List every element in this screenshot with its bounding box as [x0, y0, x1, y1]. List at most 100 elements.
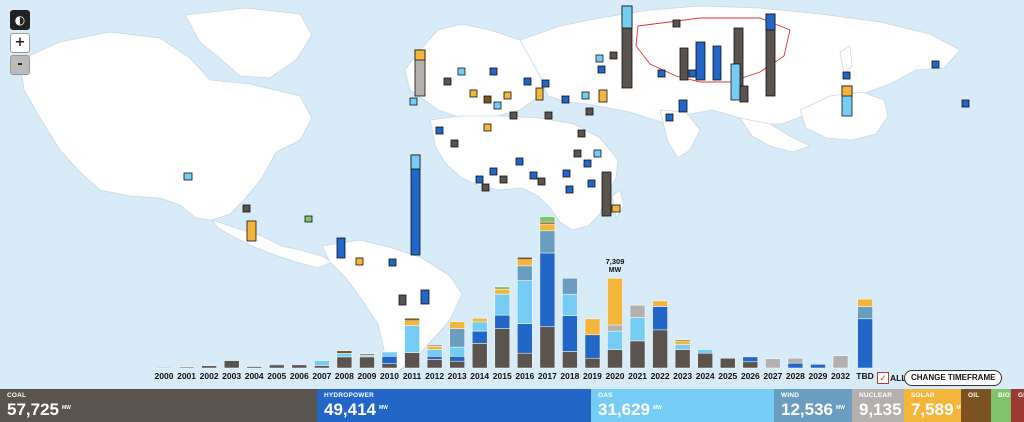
bar-bio-2017[interactable]	[539, 216, 556, 223]
year-tick-2007[interactable]: 2007	[312, 371, 332, 381]
bar-oil-2011[interactable]	[404, 317, 420, 321]
year-tick-2022[interactable]: 2022	[650, 371, 670, 381]
year-tick-2016[interactable]: 2016	[515, 371, 535, 381]
bar-oil-2016[interactable]	[517, 256, 533, 260]
year-tick-2005[interactable]: 2005	[267, 371, 287, 381]
year-tick-2012[interactable]: 2012	[425, 371, 445, 381]
bar-oil-2017[interactable]	[539, 221, 556, 225]
bar-wind-2018[interactable]	[562, 277, 578, 295]
bar-coal-2017[interactable]	[539, 326, 556, 369]
bar-solar-2016[interactable]	[517, 259, 533, 267]
bar-hydropower-2026[interactable]	[742, 356, 759, 363]
bar-gas-2016[interactable]	[517, 280, 533, 324]
legend-geo[interactable]: GE	[1011, 389, 1024, 422]
year-tick-TBD[interactable]: TBD	[856, 371, 874, 381]
bar-hydropower-2029[interactable]	[810, 364, 826, 369]
bar-solar-2015[interactable]	[494, 288, 511, 295]
bar-oil-2023[interactable]	[674, 339, 691, 342]
year-tick-2025[interactable]: 2025	[718, 371, 738, 381]
year-tick-2029[interactable]: 2029	[808, 371, 828, 381]
bar-gas-2008[interactable]	[336, 352, 353, 358]
bar-solar-2020[interactable]	[607, 277, 623, 326]
bar-hydropower-2015[interactable]	[494, 314, 511, 329]
bar-coal-2016[interactable]	[517, 352, 533, 369]
bar-gas-2007[interactable]	[314, 360, 330, 366]
bar-hydropower-2016[interactable]	[517, 323, 533, 354]
bar-hydropower-2004[interactable]	[246, 365, 262, 367]
bar-oil-2008[interactable]	[336, 350, 353, 354]
legend-bio[interactable]: BIO	[991, 389, 1011, 422]
globe-icon[interactable]: ◐	[10, 10, 30, 30]
year-tick-2020[interactable]: 2020	[605, 371, 625, 381]
bar-nuclear-2028[interactable]	[787, 357, 804, 364]
bar-gas-2011[interactable]	[404, 325, 420, 353]
bar-coal-2010[interactable]	[381, 363, 398, 369]
bar-coal-2014[interactable]	[471, 343, 488, 369]
year-tick-2021[interactable]: 2021	[628, 371, 648, 381]
year-tick-2032[interactable]: 2032	[831, 371, 850, 381]
year-tick-2004[interactable]: 2004	[244, 371, 264, 381]
bar-coal-2015[interactable]	[494, 328, 511, 369]
bar-hydropower-2012[interactable]	[426, 356, 443, 360]
bar-wind-2016[interactable]	[517, 265, 533, 281]
year-tick-2009[interactable]: 2009	[357, 371, 377, 381]
bar-nuclear-2032[interactable]	[832, 355, 849, 369]
year-tick-2002[interactable]: 2002	[199, 371, 219, 381]
bar-gas-2021[interactable]	[629, 317, 646, 342]
year-tick-2013[interactable]: 2013	[447, 371, 467, 381]
year-tick-2027[interactable]: 2027	[763, 371, 783, 381]
bar-hydropower-2010[interactable]	[381, 356, 398, 364]
bar-hydropower-2019[interactable]	[584, 334, 601, 359]
bar-wind-TBD[interactable]	[857, 306, 873, 320]
year-tick-2019[interactable]: 2019	[582, 371, 602, 381]
bar-coal-2007[interactable]	[314, 365, 330, 369]
bar-hydropower-TBD[interactable]	[857, 318, 873, 369]
bar-coal-2006[interactable]	[291, 364, 308, 369]
legend-hydropower[interactable]: HYDROPOWER 49,414 MW	[317, 389, 591, 422]
bar-coal-2009[interactable]	[359, 356, 375, 369]
legend-wind[interactable]: WIND 12,536 MW	[774, 389, 852, 422]
bar-gas-2005[interactable]	[269, 363, 285, 366]
year-tick-2003[interactable]: 2003	[222, 371, 242, 381]
bar-oil-2012[interactable]	[426, 344, 443, 347]
bar-solar-2019[interactable]	[584, 318, 601, 336]
bar-hydropower-2017[interactable]	[539, 252, 556, 327]
year-tick-2008[interactable]: 2008	[334, 371, 354, 381]
bar-hydropower-2028[interactable]	[787, 362, 804, 369]
bar-gas-2018[interactable]	[562, 293, 578, 316]
zoom-in-button[interactable]: +	[10, 33, 30, 53]
bar-coal-2020[interactable]	[607, 349, 623, 369]
bar-coal-2021[interactable]	[629, 340, 646, 369]
bar-coal-2024[interactable]	[697, 352, 713, 369]
bar-coal-2012[interactable]	[426, 359, 443, 369]
bar-solar-2012[interactable]	[426, 346, 443, 350]
year-tick-2014[interactable]: 2014	[470, 371, 490, 381]
bar-wind-2017[interactable]	[539, 230, 556, 254]
bar-gas-2012[interactable]	[426, 349, 443, 357]
bar-coal-2003[interactable]	[223, 360, 240, 369]
bar-coal-2002[interactable]	[201, 365, 217, 369]
bar-coal-2019[interactable]	[584, 357, 601, 369]
bar-gas-2023[interactable]	[674, 344, 691, 350]
legend-gas[interactable]: GAS 31,629 MW	[591, 389, 774, 422]
bar-gas-2014[interactable]	[471, 321, 488, 332]
year-tick-2015[interactable]: 2015	[492, 371, 512, 381]
bar-solar-2022[interactable]	[652, 300, 668, 307]
year-tick-2026[interactable]: 2026	[740, 371, 760, 381]
bar-coal-2018[interactable]	[562, 351, 578, 369]
bar-nuclear-2020[interactable]	[607, 324, 623, 332]
bar-solar-2014[interactable]	[471, 317, 488, 323]
bar-coal-2005[interactable]	[269, 364, 285, 369]
change-timeframe-button[interactable]: CHANGE TIMEFRAME	[904, 370, 1003, 386]
bar-oil-2009[interactable]	[359, 353, 375, 356]
bar-gas-2010[interactable]	[381, 351, 398, 357]
year-tick-2001[interactable]: 2001	[177, 371, 197, 381]
bar-coal-2013[interactable]	[449, 360, 465, 369]
year-tick-2018[interactable]: 2018	[560, 371, 580, 381]
bar-coal-2001[interactable]	[178, 366, 195, 369]
year-tick-2028[interactable]: 2028	[785, 371, 805, 381]
bar-coal-2008[interactable]	[336, 356, 353, 369]
bar-gas-2013[interactable]	[449, 346, 465, 357]
bar-coal-2025[interactable]	[720, 357, 736, 369]
